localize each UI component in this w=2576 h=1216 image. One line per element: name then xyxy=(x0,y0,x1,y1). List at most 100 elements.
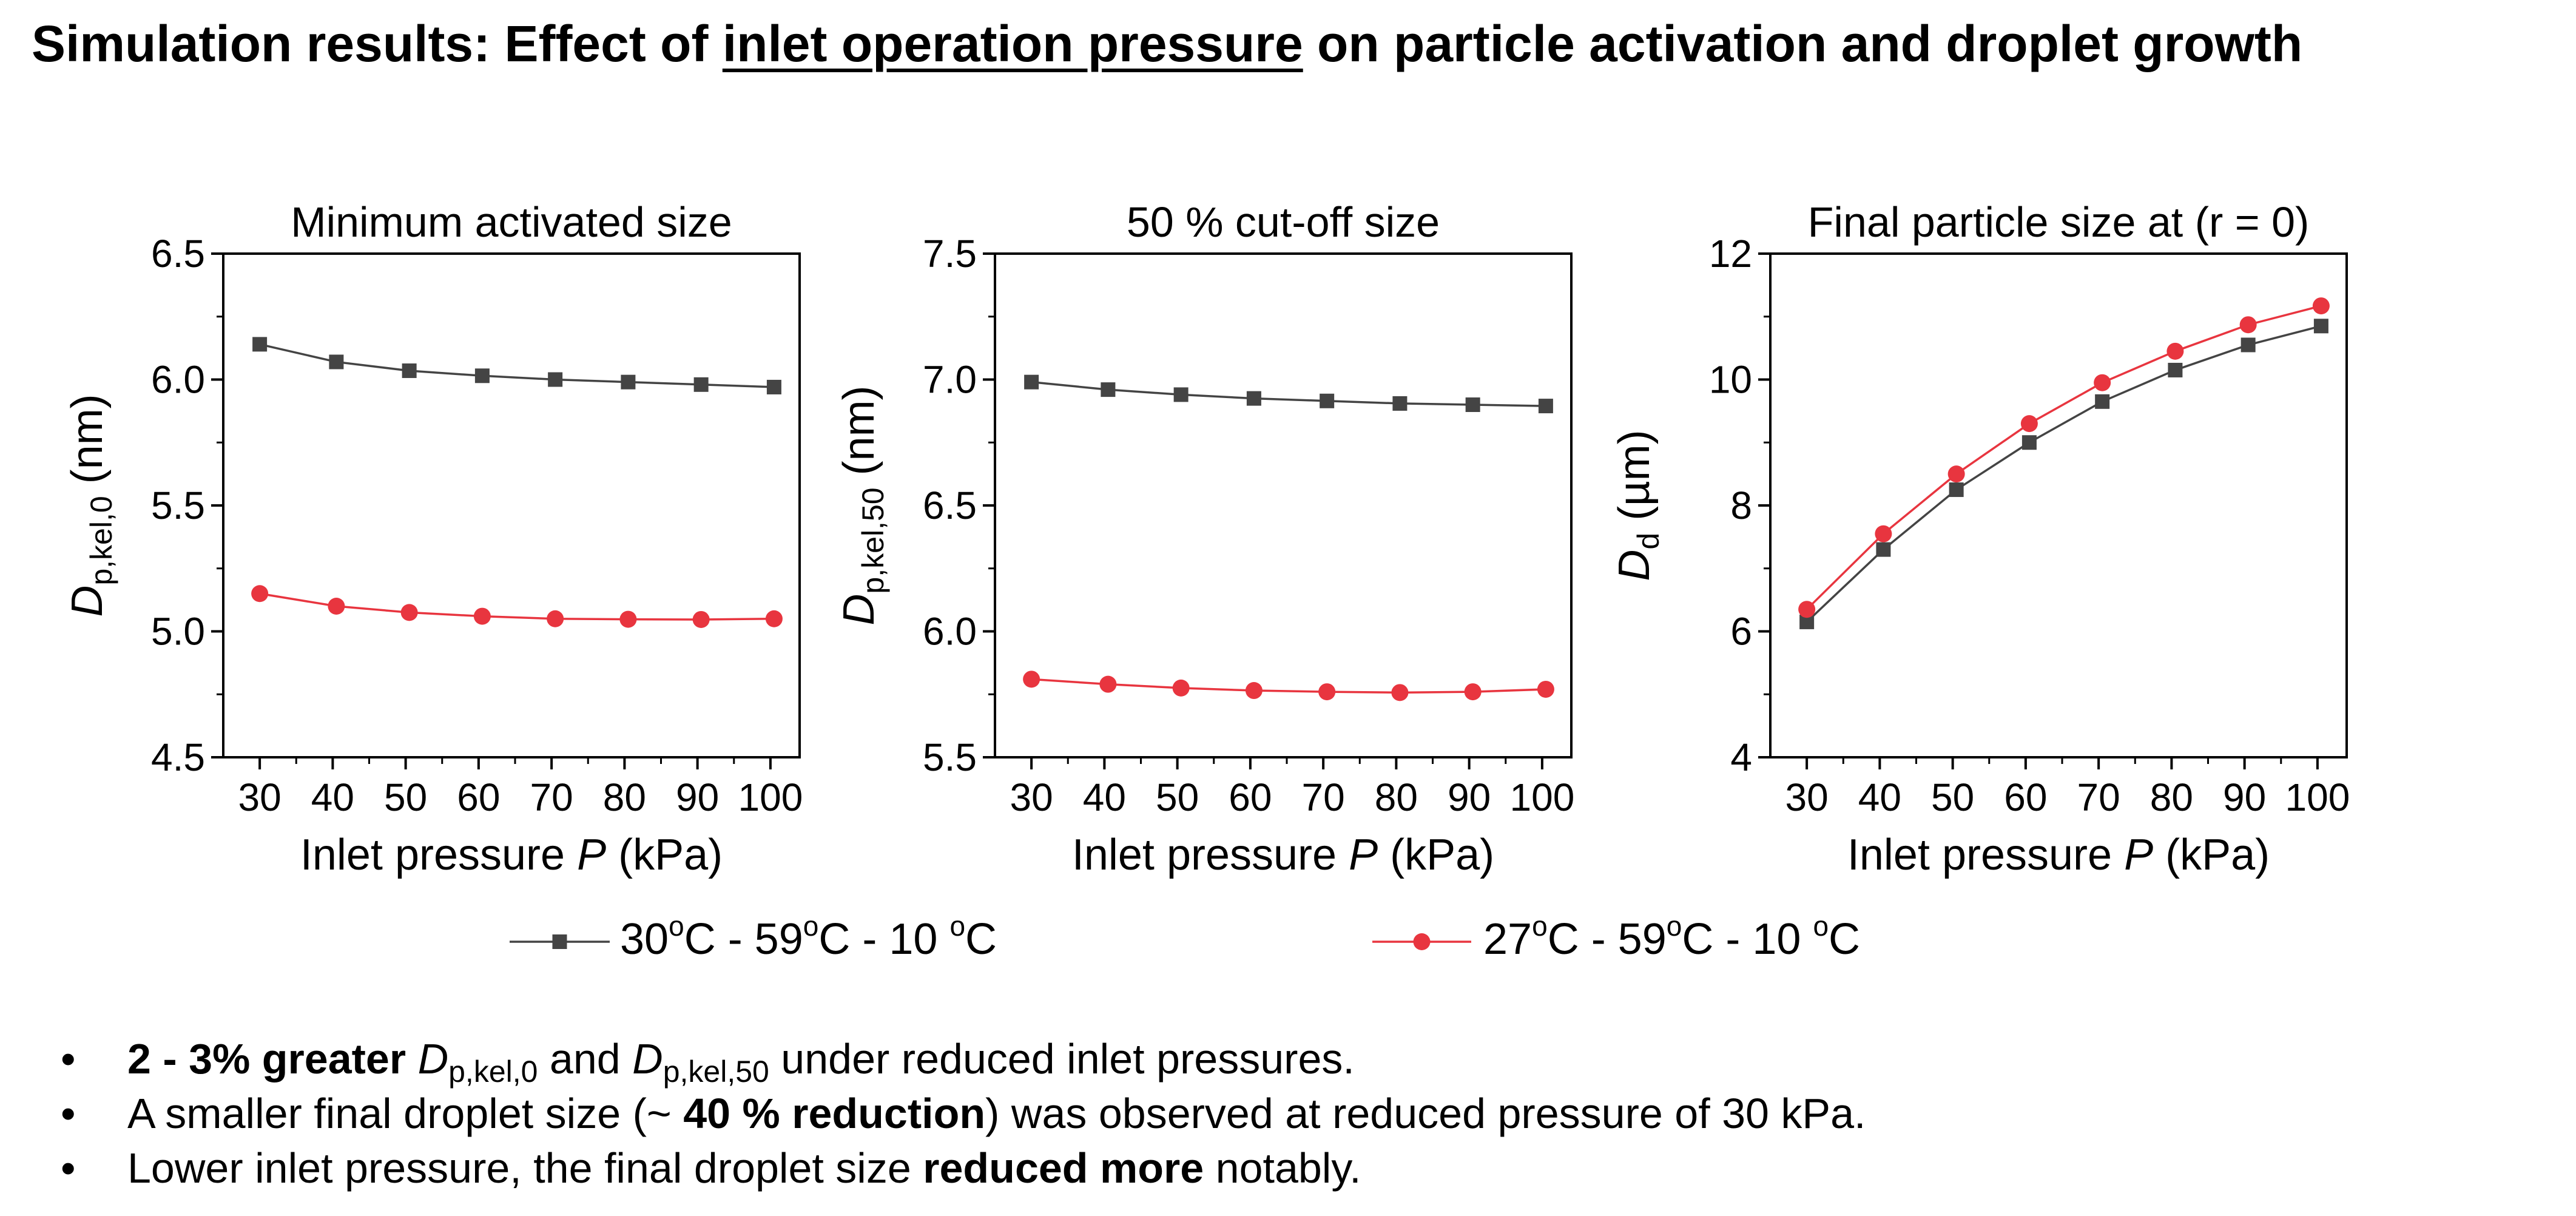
data-point xyxy=(402,363,417,378)
bullet-1-text-3: under reduced inlet pressures. xyxy=(769,1035,1355,1083)
chart-2: 50 % cut-off size 30 40 50 60 70 80 90 100 5.5 6.0… xyxy=(835,198,1574,879)
y-tick-label: 4 xyxy=(1730,735,1752,779)
bullet-1-sub-1: p,kel,0 xyxy=(448,1055,538,1089)
series-line xyxy=(1031,678,1546,694)
data-point xyxy=(1464,683,1482,701)
legend-marker xyxy=(552,934,567,949)
data-point xyxy=(2239,316,2257,334)
data-point xyxy=(2166,342,2184,360)
y-tick-label: 7.5 xyxy=(923,232,977,275)
x-tick-label: 30 xyxy=(238,775,282,819)
y-tick-label: 7.0 xyxy=(923,358,977,402)
data-point xyxy=(2095,394,2110,409)
y-tick-label: 6.0 xyxy=(923,610,977,654)
y-tick-label: 5.5 xyxy=(923,735,977,779)
data-point xyxy=(1949,482,1964,498)
series-line xyxy=(259,592,774,621)
series-1 xyxy=(1024,374,1553,414)
bullet-3-text-1: Lower inlet pressure, the final droplet … xyxy=(127,1144,923,1192)
series-1 xyxy=(252,337,781,394)
x-tick-label: 90 xyxy=(2223,775,2266,819)
slide-title: Simulation results: Effect of inlet oper… xyxy=(32,13,2302,75)
bullet-item-2: A smaller final droplet size (~ 40 % red… xyxy=(61,1086,1866,1141)
x-tick-label: 70 xyxy=(2077,775,2120,819)
data-point xyxy=(329,354,344,370)
x-tick-label: 80 xyxy=(2150,775,2193,819)
data-point xyxy=(2020,415,2038,433)
x-tick-label: 80 xyxy=(603,775,646,819)
x-axis-label: Inlet pressure P (kPa) xyxy=(1072,831,1494,879)
y-tick-label: 5.5 xyxy=(151,484,205,527)
slide-title-post: on particle activation and droplet growt… xyxy=(1303,15,2303,72)
data-point xyxy=(1172,679,1190,697)
x-tick-label: 40 xyxy=(311,775,354,819)
legend-marker xyxy=(1413,933,1431,950)
x-tick-label: 50 xyxy=(1931,775,1974,819)
legend-item-1: 30oC - 59oC - 10 oC xyxy=(510,910,997,964)
bullet-1-sub-2: p,kel,50 xyxy=(663,1055,769,1089)
y-tick-label: 6.5 xyxy=(923,484,977,527)
data-point xyxy=(1392,396,1408,411)
data-point xyxy=(1023,670,1040,688)
data-point xyxy=(1024,374,1039,390)
data-point xyxy=(692,610,710,628)
data-point xyxy=(1798,601,1816,618)
legend-label: 27oC - 59oC - 10 oC xyxy=(1483,910,1860,964)
legend-item-2: 27oC - 59oC - 10 oC xyxy=(1372,910,1860,964)
data-point xyxy=(1101,382,1116,397)
bullet-1-symbol-2: D xyxy=(632,1035,663,1083)
bullet-2-text-1: A smaller final droplet size (~ xyxy=(127,1090,684,1137)
x-tick-label: 70 xyxy=(530,775,573,819)
x-tick-label: 100 xyxy=(1510,775,1575,819)
chart-3: Final particle size at (r = 0) 30 40 50 60 70… xyxy=(1610,198,2350,879)
x-tick-label: 60 xyxy=(2004,775,2047,819)
x-tick-label: 60 xyxy=(457,775,500,819)
data-point xyxy=(765,610,783,627)
data-point xyxy=(251,585,269,603)
data-point xyxy=(1947,465,1965,483)
legend-label: 30oC - 59oC - 10 oC xyxy=(620,910,997,964)
data-point xyxy=(2313,319,2328,334)
x-tick-label: 30 xyxy=(1785,775,1829,819)
data-point xyxy=(2168,362,2183,377)
series-1 xyxy=(1799,319,2328,629)
data-point xyxy=(619,610,637,628)
x-tick-label: 50 xyxy=(1156,775,1199,819)
x-tick-label: 90 xyxy=(1448,775,1491,819)
data-point xyxy=(1320,393,1335,408)
data-point xyxy=(2312,297,2330,315)
x-tick-label: 60 xyxy=(1229,775,1272,819)
legend: 30oC - 59oC - 10 oC 27oC - 59oC - 10 oC xyxy=(510,910,1860,964)
series-line xyxy=(1806,325,2322,623)
series-line xyxy=(1806,305,2322,610)
chart-title: Final particle size at (r = 0) xyxy=(1808,198,2310,246)
x-tick-label: 90 xyxy=(676,775,719,819)
data-point xyxy=(2021,435,2037,450)
data-point xyxy=(548,372,563,387)
data-point xyxy=(1875,525,1892,542)
data-point xyxy=(1245,682,1263,700)
y-axis-label: Dp,kel,0 (nm) xyxy=(63,394,118,616)
bullet-item-1: 2 - 3% greater Dp,kel,0 and Dp,kel,50 un… xyxy=(61,1032,1866,1089)
series-line xyxy=(259,343,774,388)
slide-title-underlined: inlet operation pressure xyxy=(722,15,1303,72)
series-2 xyxy=(1023,670,1554,701)
series-2 xyxy=(1798,297,2330,618)
x-tick-label: 30 xyxy=(1010,775,1053,819)
data-point xyxy=(252,337,268,352)
y-axis-label: Dd (µm) xyxy=(1610,430,1665,581)
data-point xyxy=(400,604,418,621)
x-tick-label: 50 xyxy=(384,775,427,819)
bullet-1-text-2: and xyxy=(538,1035,633,1083)
data-point xyxy=(621,374,636,390)
slide-title-pre: Simulation results: Effect of xyxy=(32,15,723,72)
x-tick-label: 70 xyxy=(1302,775,1345,819)
bullet-1-symbol-1: D xyxy=(417,1035,449,1083)
x-tick-label: 100 xyxy=(738,775,803,819)
data-point xyxy=(1246,391,1261,406)
bullet-item-3: Lower inlet pressure, the final droplet … xyxy=(61,1141,1866,1195)
data-point xyxy=(1538,399,1553,414)
x-tick-label: 40 xyxy=(1083,775,1126,819)
data-point xyxy=(328,598,345,615)
